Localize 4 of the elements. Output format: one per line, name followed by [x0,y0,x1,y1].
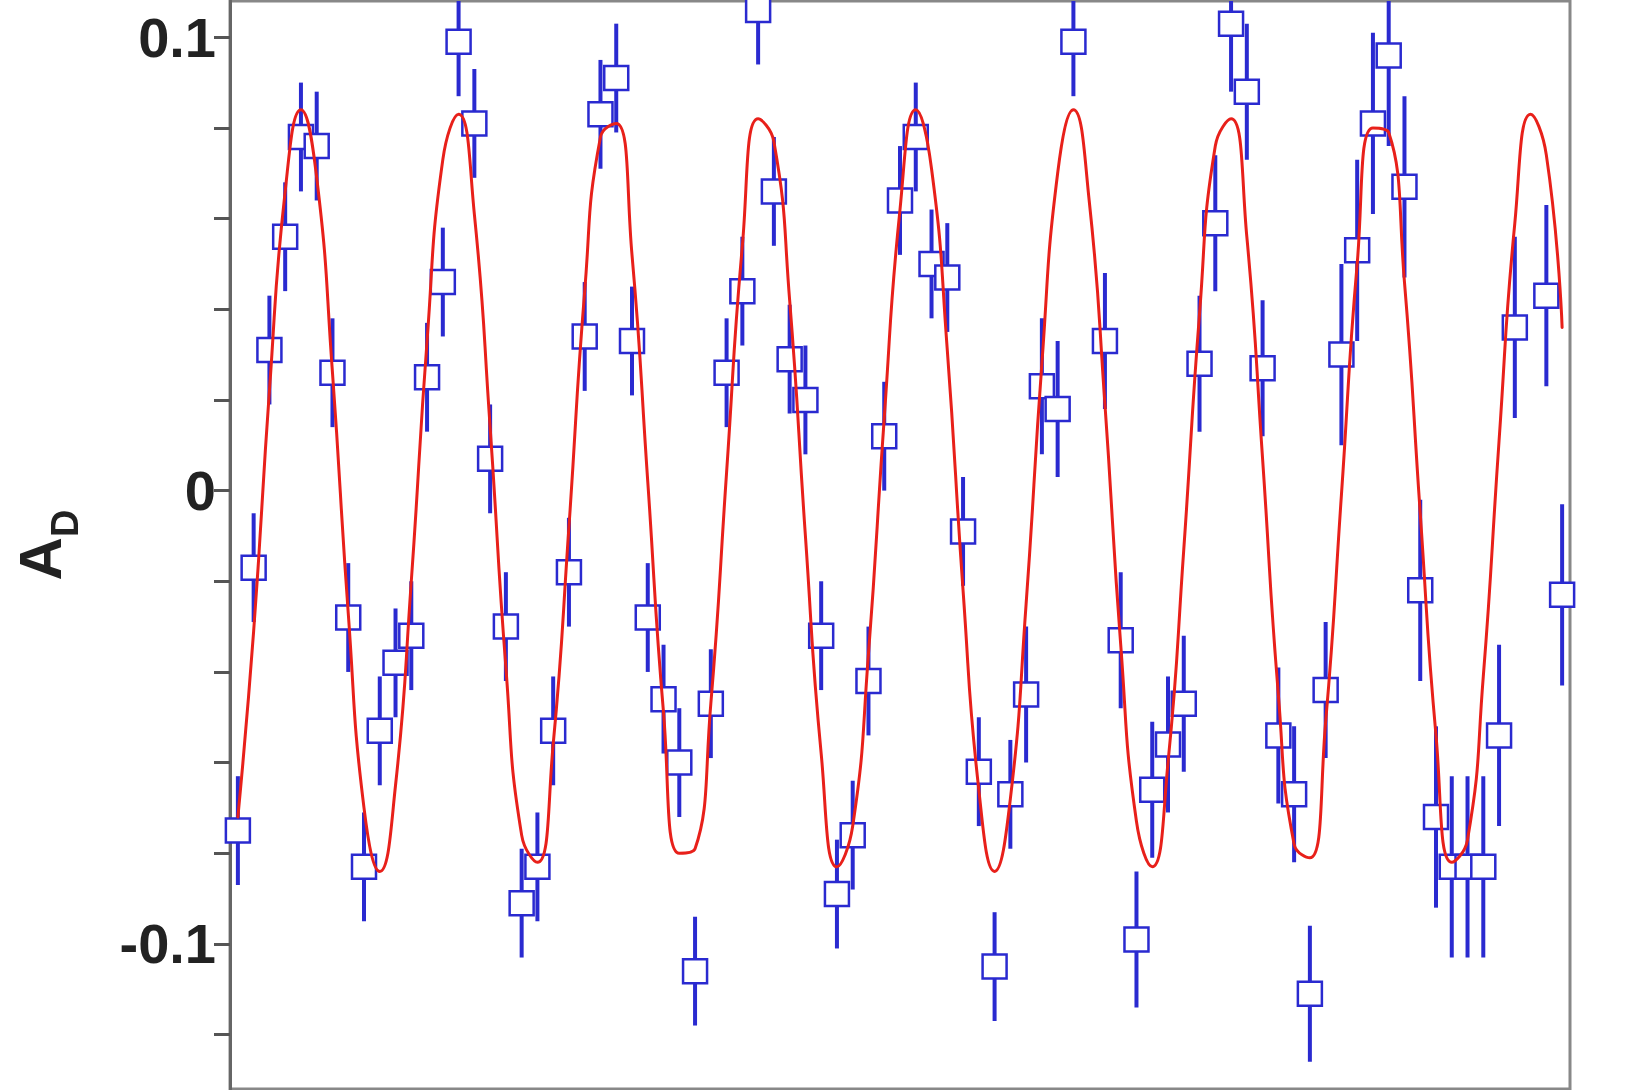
y-axis-title: AD [6,509,86,581]
y-tick-label: -0.1 [119,912,216,976]
y-tick-label: 0 [184,459,216,523]
y-tick-label: 0.1 [138,5,216,69]
